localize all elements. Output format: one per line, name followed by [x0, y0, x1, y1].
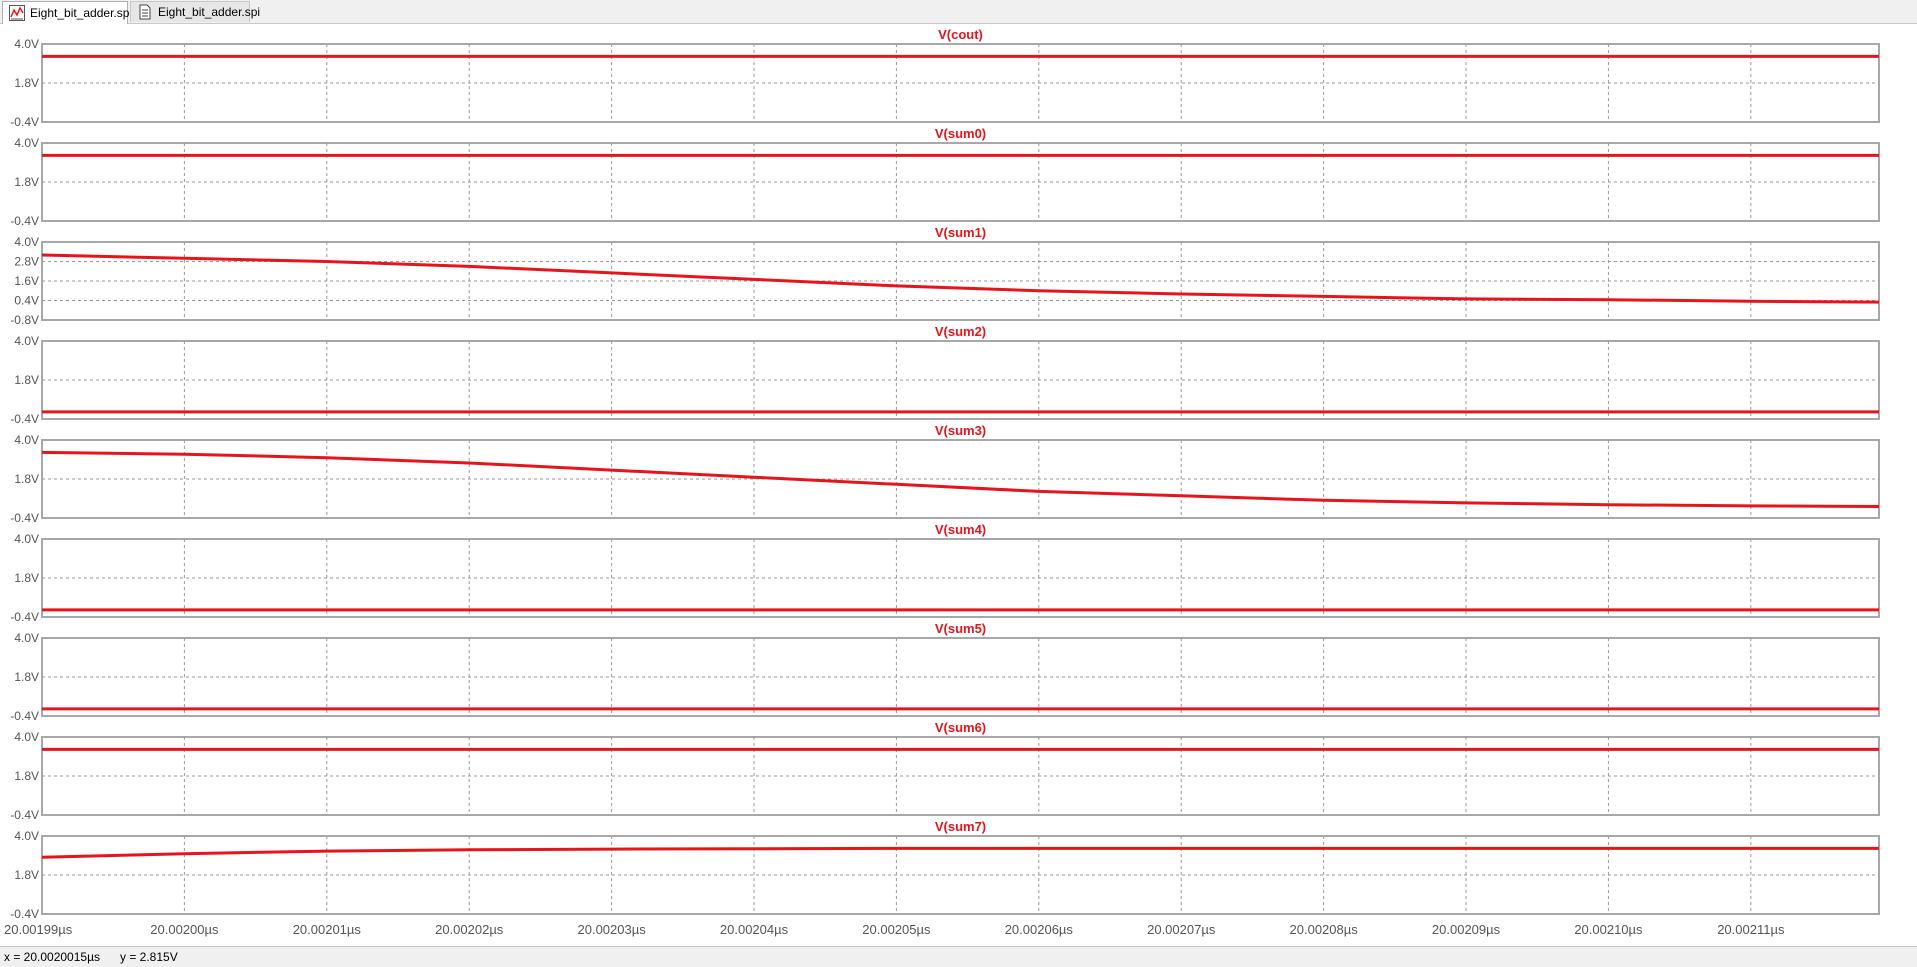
y-tick-label: 1.8V [14, 868, 39, 882]
trace-line[interactable] [41, 846, 1879, 859]
y-tick-label: 4.0V [14, 334, 39, 348]
x-tick-label: 20.00203µs [578, 922, 647, 937]
x-tick-label: 20.00210µs [1574, 922, 1643, 937]
x-tick-label: 20.00206µs [1005, 922, 1074, 937]
x-tick-label: 20.00200µs [150, 922, 219, 937]
trace-title[interactable]: V(sum1) [935, 225, 986, 240]
y-tick-label: -0.4V [10, 808, 39, 822]
y-tick-label: 1.8V [14, 571, 39, 585]
x-tick-label: 20.00201µs [293, 922, 362, 937]
x-tick-label: 20.00208µs [1290, 922, 1359, 937]
x-tick-label: 20.00202µs [435, 922, 504, 937]
y-tick-label: 4.0V [14, 532, 39, 546]
y-tick-label: 4.0V [14, 136, 39, 150]
y-tick-label: 0.4V [14, 294, 39, 308]
x-tick-label: 20.00205µs [862, 922, 931, 937]
y-tick-label: 2.8V [14, 255, 39, 269]
status-bar: x = 20.0020015µs y = 2.815V [0, 946, 1917, 967]
y-tick-label: 4.0V [14, 631, 39, 645]
trace-title[interactable]: V(cout) [938, 27, 983, 42]
cursor-y-readout: y = 2.815V [120, 950, 178, 964]
y-tick-label: -0.4V [10, 115, 39, 129]
y-tick-label: -0.4V [10, 610, 39, 624]
y-tick-label: -0.4V [10, 907, 39, 921]
y-tick-label: 4.0V [14, 730, 39, 744]
trace-title[interactable]: V(sum7) [935, 819, 986, 834]
tab-label: Eight_bit_adder.spi [158, 5, 261, 19]
trace-title[interactable]: V(sum3) [935, 423, 986, 438]
cursor-x-readout: x = 20.0020015µs [4, 950, 100, 964]
trace-title[interactable]: V(sum0) [935, 126, 986, 141]
y-tick-label: -0.4V [10, 511, 39, 525]
trace-title[interactable]: V(sum6) [935, 720, 986, 735]
netlist-document-icon [137, 4, 153, 20]
y-tick-label: -0.8V [10, 313, 39, 327]
y-tick-label: -0.4V [10, 412, 39, 426]
waveform-icon [9, 5, 25, 21]
trace-title[interactable]: V(sum2) [935, 324, 986, 339]
x-tick-label: 20.00209µs [1432, 922, 1501, 937]
tab-waveform[interactable]: Eight_bit_adder.spi [2, 1, 132, 24]
y-tick-label: 4.0V [14, 235, 39, 249]
trace-line[interactable] [41, 450, 1880, 508]
y-tick-label: -0.4V [10, 214, 39, 228]
waveform-plot-area[interactable]: 4.0V 1.8V -0.4V V(cout) 4.0V 1.8V -0.4V V(sum0)… [0, 23, 1917, 946]
y-tick-label: 1.8V [14, 175, 39, 189]
x-tick-label: 20.00199µs [4, 922, 73, 937]
y-tick-label: 1.8V [14, 76, 39, 90]
y-tick-label: 1.8V [14, 472, 39, 486]
tab-label: Eight_bit_adder.spi [30, 6, 133, 20]
trace-line[interactable] [41, 253, 1880, 304]
y-tick-label: 1.8V [14, 769, 39, 783]
trace-title[interactable]: V(sum5) [935, 621, 986, 636]
tab-netlist[interactable]: Eight_bit_adder.spi [130, 1, 260, 22]
y-tick-label: 4.0V [14, 37, 39, 51]
y-tick-label: 4.0V [14, 829, 39, 843]
x-tick-label: 20.00204µs [720, 922, 789, 937]
y-tick-label: 1.8V [14, 373, 39, 387]
y-tick-label: 4.0V [14, 433, 39, 447]
trace-title[interactable]: V(sum4) [935, 522, 986, 537]
y-tick-label: 1.6V [14, 274, 39, 288]
y-tick-label: 1.8V [14, 670, 39, 684]
x-tick-label: 20.00207µs [1147, 922, 1216, 937]
x-tick-label: 20.00211µs [1717, 922, 1785, 937]
y-tick-label: -0.4V [10, 709, 39, 723]
tab-bar: Eight_bit_adder.spi Eight_bit_adder.spi [0, 0, 1917, 24]
